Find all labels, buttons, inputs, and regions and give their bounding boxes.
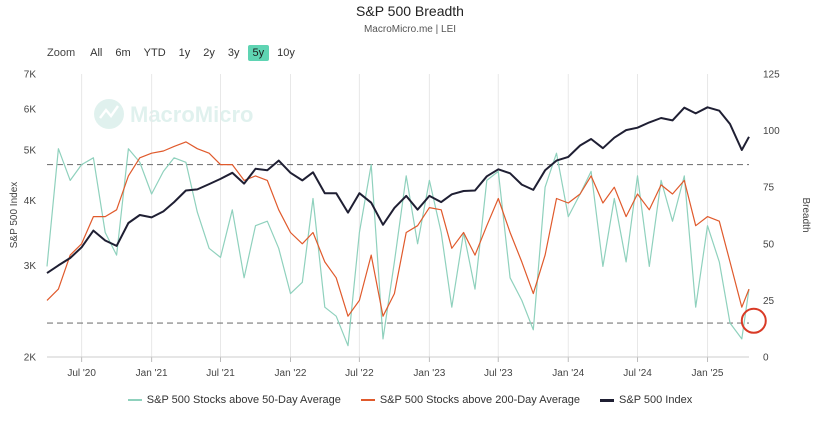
highlight-circle [740,307,767,334]
x-tick-label: Jul '21 [206,368,235,379]
zoom-button-all[interactable]: All [90,47,103,59]
x-tick-label: Jul '22 [345,368,374,379]
watermark-text: MacroMicro [130,102,253,127]
right-tick-label: 100 [763,126,780,137]
grid-lines [81,74,709,357]
right-tick-label: 0 [763,353,769,364]
legend: S&P 500 Stocks above 50-Day Average S&P … [0,394,820,406]
legend-item-index[interactable]: S&P 500 Index [600,394,692,406]
zoom-button-10y[interactable]: 10y [277,47,295,59]
left-y-axis: 2K 3K 4K 5K 6K 7K [24,70,37,364]
chart-subtitle: MacroMicro.me | LEI [363,24,457,35]
x-tick-label: Jan '21 [136,368,168,379]
x-tick-label: Jan '23 [413,368,445,379]
zoom-button-3y[interactable]: 3y [227,47,240,59]
x-tick-label: Jul '20 [67,368,96,379]
legend-swatch-200-day [360,399,375,401]
legend-label-index: S&P 500 Index [619,394,693,406]
reference-lines [47,163,749,324]
chart-title: S&P 500 Breadth [356,3,464,19]
legend-item-200-day[interactable]: S&P 500 Stocks above 200-Day Average [360,394,581,406]
left-axis-title: S&P 500 Index [9,182,20,249]
series-lines [46,106,750,347]
legend-label-50-day: S&P 500 Stocks above 50-Day Average [146,394,341,406]
legend-item-50-day[interactable]: S&P 500 Stocks above 50-Day Average [127,394,341,406]
x-tick-label: Jan '22 [275,368,307,379]
series-200-day-line [46,141,750,317]
right-axis-title: Breadth [800,197,811,232]
left-tick-label: 6K [24,104,37,115]
legend-label-200-day: S&P 500 Stocks above 200-Day Average [379,394,581,406]
watermark: MacroMicro [94,99,253,129]
x-tick-label: Jan '24 [552,368,584,379]
x-tick-label: Jul '24 [623,368,652,379]
zoom-button-6m[interactable]: 6m [115,47,131,59]
zoom-label: Zoom [47,47,76,59]
zoom-button-5y[interactable]: 5y [247,45,270,61]
left-tick-label: 4K [24,196,37,207]
right-tick-label: 75 [763,183,775,194]
legend-swatch-50-day [127,399,142,401]
right-tick-label: 50 [763,239,775,250]
highlight-marker [740,307,767,334]
left-tick-label: 5K [24,146,37,157]
right-tick-label: 25 [763,296,775,307]
x-tick-label: Jul '23 [484,368,513,379]
zoom-button-2y[interactable]: 2y [203,47,215,59]
x-axis: Jul '20 Jan '21 Jul '21 Jan '22 Jul '22 Jan '… [47,356,749,379]
left-tick-label: 3K [24,261,37,272]
left-tick-label: 2K [24,353,37,364]
series-index-line [46,106,750,274]
zoom-button-1y[interactable]: 1y [178,47,191,59]
series-50-day-line [46,148,750,347]
zoom-button-ytd[interactable]: YTD [143,47,166,59]
legend-swatch-index [600,398,615,402]
right-y-axis: 0 25 50 75 100 125 [763,70,780,364]
right-tick-label: 125 [763,70,780,81]
left-tick-label: 7K [24,70,37,81]
zoom-range-selector: Zoom All 6m YTD 1y 2y 3y 5y 10y [47,45,303,61]
x-tick-label: Jan '25 [692,368,724,379]
